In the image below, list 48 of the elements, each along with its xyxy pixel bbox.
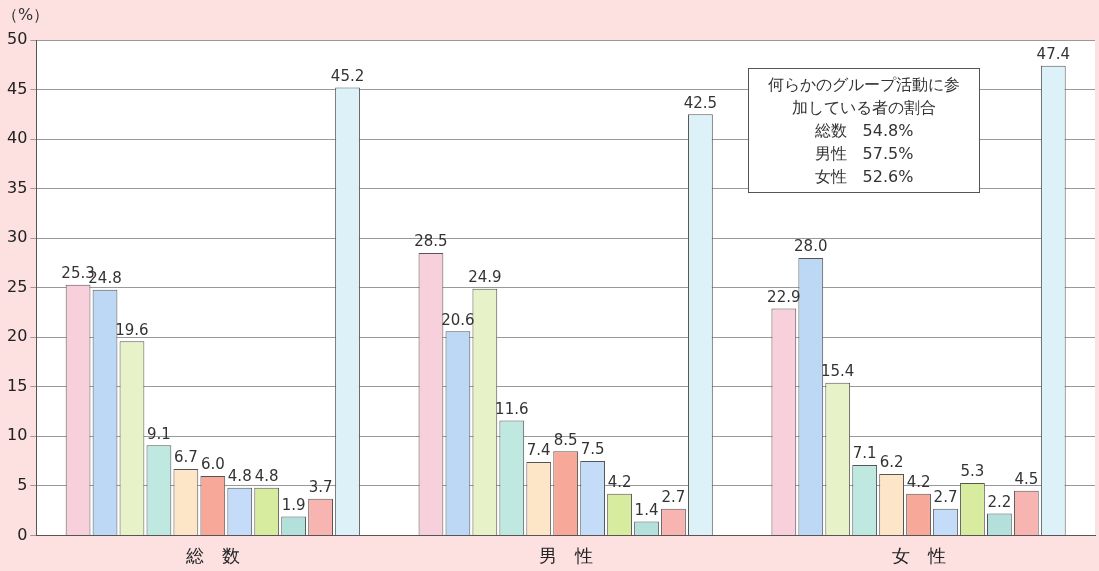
- y-tick-label: 25: [7, 276, 28, 296]
- y-tick-label: 40: [7, 128, 28, 148]
- data-label: 45.2: [330, 66, 365, 85]
- data-label: 22.9: [767, 287, 801, 306]
- annotation: 何らかのグループ活動に参加している者の割合: [767, 74, 961, 119]
- data-label: 9.1: [146, 424, 171, 443]
- data-label: 28.0: [794, 237, 828, 256]
- data-label: 42.5: [683, 93, 718, 112]
- data-label: 1.9: [281, 495, 306, 514]
- data-label: 47.4: [1036, 45, 1070, 64]
- x-tick-label: 男 性: [538, 544, 593, 566]
- annotation: 男性 57.5%: [813, 143, 915, 165]
- y-tick-label: 10: [7, 425, 28, 445]
- data-label: 6.0: [200, 455, 225, 474]
- data-label: 7.1: [852, 444, 877, 463]
- x-tick-label: 総 数: [184, 544, 240, 566]
- data-label: 2.7: [933, 488, 958, 507]
- y-tick-label: 50: [7, 29, 28, 49]
- y-axis-title: （%）: [2, 5, 50, 25]
- data-label: 3.7: [308, 478, 333, 497]
- y-tick-label: 20: [7, 326, 28, 346]
- data-label: 7.5: [580, 440, 605, 459]
- data-label: 6.7: [173, 448, 198, 467]
- y-tick-label: 0: [17, 524, 28, 544]
- data-label: 5.3: [960, 462, 985, 481]
- annotation: 女性 52.6%: [813, 166, 915, 188]
- data-label: 24.9: [468, 268, 502, 287]
- data-label: 8.5: [553, 430, 578, 449]
- data-label: 4.5: [1014, 470, 1039, 489]
- data-label: 7.4: [526, 441, 551, 460]
- x-tick-label: 女 性: [891, 544, 946, 566]
- data-label: 20.6: [441, 310, 475, 329]
- data-label: 2.2: [987, 492, 1012, 511]
- data-label: 1.4: [634, 500, 659, 519]
- y-tick-label: 5: [17, 475, 28, 495]
- data-label: 4.2: [607, 473, 632, 492]
- y-tick-label: 35: [7, 177, 28, 197]
- data-label: 2.7: [661, 488, 686, 507]
- data-label: 4.8: [227, 467, 252, 486]
- data-label: 4.8: [254, 467, 279, 486]
- y-tick-label: 30: [7, 227, 28, 247]
- annotation: 総数 54.8%: [813, 120, 915, 142]
- data-label: 4.2: [906, 473, 931, 492]
- data-label: 19.6: [115, 320, 149, 339]
- data-label: 28.5: [414, 232, 448, 251]
- data-label: 6.2: [879, 453, 904, 472]
- y-tick-label: 15: [7, 375, 28, 395]
- y-tick-label: 45: [7, 78, 28, 98]
